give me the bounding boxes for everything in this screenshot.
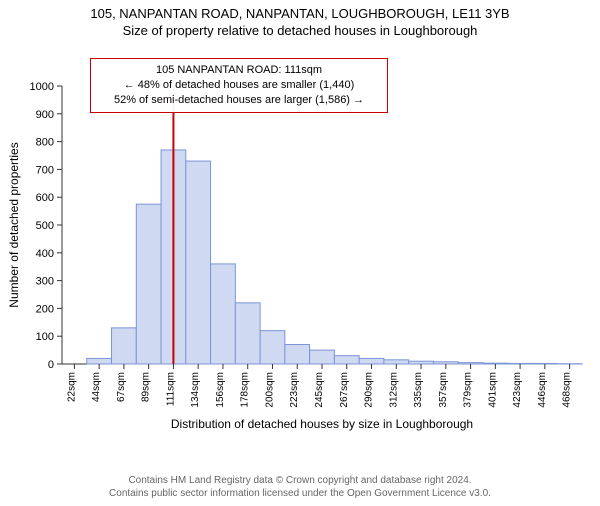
svg-text:156sqm: 156sqm xyxy=(215,372,226,408)
title-address: 105, NANPANTAN ROAD, NANPANTAN, LOUGHBOR… xyxy=(0,6,600,21)
svg-text:900: 900 xyxy=(36,109,54,121)
svg-text:600: 600 xyxy=(36,192,54,204)
svg-text:700: 700 xyxy=(36,164,54,176)
svg-text:100: 100 xyxy=(36,331,54,343)
svg-text:267sqm: 267sqm xyxy=(339,372,350,408)
infobox-line3: 52% of semi-detached houses are larger (… xyxy=(99,93,379,108)
svg-text:200sqm: 200sqm xyxy=(264,372,275,408)
svg-text:Distribution of detached house: Distribution of detached houses by size … xyxy=(171,417,473,431)
svg-text:89sqm: 89sqm xyxy=(141,372,152,402)
svg-text:111sqm: 111sqm xyxy=(165,372,176,406)
svg-text:423sqm: 423sqm xyxy=(512,372,523,408)
infobox-line1: 105 NANPANTAN ROAD: 111sqm xyxy=(99,63,379,78)
svg-text:200: 200 xyxy=(36,303,54,315)
svg-text:134sqm: 134sqm xyxy=(190,372,201,408)
svg-text:335sqm: 335sqm xyxy=(413,372,424,408)
svg-text:245sqm: 245sqm xyxy=(314,372,325,408)
svg-text:401sqm: 401sqm xyxy=(487,372,498,408)
svg-text:468sqm: 468sqm xyxy=(562,372,573,408)
svg-text:178sqm: 178sqm xyxy=(240,372,251,408)
svg-text:312sqm: 312sqm xyxy=(388,372,399,408)
reference-info-box: 105 NANPANTAN ROAD: 111sqm ← 48% of deta… xyxy=(90,58,388,113)
svg-text:290sqm: 290sqm xyxy=(364,372,375,408)
svg-text:Number of detached properties: Number of detached properties xyxy=(7,142,21,307)
title-subtitle: Size of property relative to detached ho… xyxy=(0,23,600,38)
footer-attribution: Contains HM Land Registry data © Crown c… xyxy=(0,475,600,500)
chart-titles: 105, NANPANTAN ROAD, NANPANTAN, LOUGHBOR… xyxy=(0,6,600,38)
footer-line2: Contains public sector information licen… xyxy=(0,488,600,501)
svg-text:500: 500 xyxy=(36,220,54,232)
infobox-line2: ← 48% of detached houses are smaller (1,… xyxy=(99,78,379,93)
svg-text:223sqm: 223sqm xyxy=(289,372,300,408)
svg-text:800: 800 xyxy=(36,137,54,149)
svg-text:1000: 1000 xyxy=(30,81,54,93)
svg-text:300: 300 xyxy=(36,276,54,288)
svg-text:379sqm: 379sqm xyxy=(463,372,474,408)
svg-text:400: 400 xyxy=(36,248,54,260)
svg-text:67sqm: 67sqm xyxy=(116,372,127,402)
svg-text:0: 0 xyxy=(48,359,54,371)
svg-text:357sqm: 357sqm xyxy=(438,372,449,408)
svg-text:22sqm: 22sqm xyxy=(66,372,77,402)
footer-line1: Contains HM Land Registry data © Crown c… xyxy=(0,475,600,488)
svg-text:44sqm: 44sqm xyxy=(91,372,102,402)
svg-text:446sqm: 446sqm xyxy=(537,372,548,408)
